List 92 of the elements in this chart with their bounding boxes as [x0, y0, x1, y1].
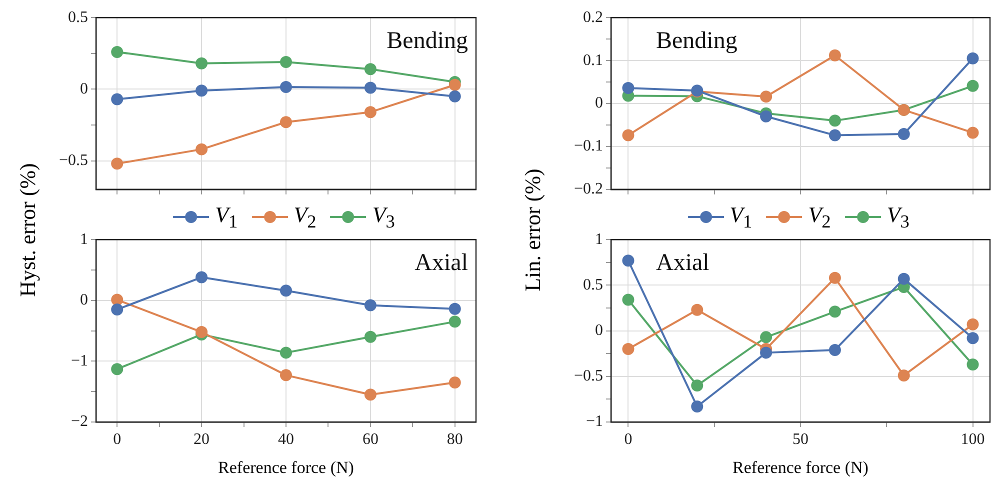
annotation: Axial [656, 250, 710, 276]
y-tick-label: 0 [595, 322, 603, 340]
point [622, 254, 634, 267]
x-tick-label: 60 [362, 430, 378, 448]
x-tick-label: 40 [278, 430, 294, 448]
point [966, 358, 979, 371]
point [622, 82, 634, 94]
point [364, 299, 376, 312]
y-axis-title: Hyst. error (%) [15, 163, 41, 297]
point [111, 363, 124, 376]
legend-label: V$_{2}$ [808, 202, 831, 232]
x-tick-label: 20 [194, 430, 210, 448]
legend-label: V$_{3}$ [372, 202, 395, 232]
point [966, 126, 979, 139]
point [691, 304, 704, 316]
point [760, 331, 772, 344]
x-tick-label: 50 [792, 430, 808, 448]
x-tick-label: 0 [113, 430, 122, 448]
point [448, 376, 461, 388]
x-tick-label: 100 [960, 430, 985, 448]
point [828, 272, 841, 284]
point [966, 318, 979, 330]
annotation: Bending [656, 28, 738, 54]
point [280, 116, 292, 128]
point [280, 369, 292, 382]
point [448, 302, 461, 315]
point [622, 129, 634, 142]
point [364, 106, 376, 118]
x-tick-label: 0 [624, 430, 632, 448]
point [364, 330, 376, 343]
point [898, 369, 910, 382]
x-axis-title: Reference force (N) [218, 458, 354, 478]
point [828, 114, 841, 127]
point [828, 306, 841, 318]
y-tick-label: 0 [80, 80, 88, 98]
point [196, 271, 208, 284]
y-tick-label: 0.5 [68, 8, 88, 26]
point [691, 400, 704, 412]
point [448, 316, 461, 328]
y-tick-label: −1 [70, 352, 88, 370]
point [966, 52, 979, 64]
x-tick-label: 80 [446, 430, 463, 448]
point [364, 63, 376, 76]
y-tick-label: 1 [595, 230, 603, 248]
point [280, 81, 292, 94]
point [111, 93, 124, 106]
x-axis-title: Reference force (N) [732, 458, 868, 478]
point [622, 343, 634, 356]
point [196, 84, 208, 97]
point [760, 346, 772, 359]
point [966, 332, 979, 344]
y-tick-label: 0.5 [583, 276, 603, 294]
point [280, 56, 292, 68]
point [111, 304, 124, 316]
point [111, 158, 124, 170]
point [760, 110, 772, 122]
point [364, 388, 376, 401]
y-tick-label: −0.5 [574, 368, 603, 385]
point [966, 80, 979, 92]
y-tick-label: −2 [70, 413, 88, 430]
point [280, 346, 292, 359]
y-tick-label: −0.5 [58, 152, 88, 169]
point [196, 57, 208, 70]
annotation: Axial [414, 250, 468, 276]
legend-label: V$_{1}$ [215, 202, 238, 232]
point [196, 143, 208, 156]
point [828, 49, 841, 62]
point [448, 90, 461, 102]
point [691, 380, 704, 392]
point [448, 78, 461, 91]
point [828, 129, 841, 142]
legend-label: V$_{3}$ [886, 202, 910, 232]
point [898, 272, 910, 285]
point [622, 294, 634, 306]
point [280, 284, 292, 297]
y-tick-label: −1 [586, 413, 603, 430]
point [760, 90, 772, 103]
point [111, 46, 124, 58]
y-tick-label: 1 [80, 230, 88, 248]
y-axis-title: Lin. error (%) [520, 168, 546, 292]
y-tick-label: 0 [80, 292, 88, 309]
point [364, 82, 376, 94]
legend-label: V$_{2}$ [294, 202, 316, 232]
y-tick-label: 0 [595, 94, 603, 112]
y-tick-label: 0.2 [583, 8, 603, 26]
y-tick-label: −0.1 [574, 138, 603, 155]
legend-label: V$_{1}$ [730, 202, 752, 232]
y-tick-label: −0.2 [574, 180, 603, 198]
point [898, 128, 910, 140]
y-tick-label: 0.1 [583, 52, 603, 69]
annotation: Bending [386, 28, 468, 54]
point [828, 344, 841, 356]
